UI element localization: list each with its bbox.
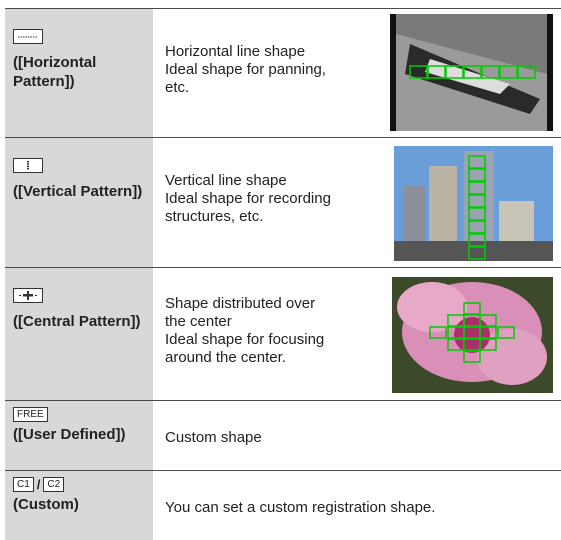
description-line: Custom shape [165, 429, 262, 446]
mode-icon: C1/C2 [13, 477, 65, 492]
description: Shape distributed over the center Ideal sh… [165, 295, 324, 367]
vertical-pattern-photo [394, 146, 553, 261]
icon-separator: / [36, 477, 41, 492]
icon-text: C1 [13, 477, 34, 492]
mode-label: (Custom) [13, 496, 79, 513]
description-line: Ideal shape for recording [165, 190, 331, 207]
icon-text: C2 [43, 477, 65, 492]
horizontal-pattern-photo [390, 14, 553, 131]
table-row: C1/C2 (Custom) You can set a custom regist… [5, 470, 561, 540]
table-row: ([Vertical Pattern]) Vertical line shape I… [5, 137, 561, 267]
mode-icon [13, 29, 43, 44]
description: You can set a custom registration shape. [165, 499, 435, 517]
description-line: etc. [165, 78, 190, 96]
description-line: structures, etc. [165, 208, 264, 225]
description-line: Vertical line shape [165, 172, 287, 189]
table-row: ([Horizontal Pattern]) Horizontal line sh… [5, 8, 561, 137]
mode-icon [13, 288, 43, 303]
mode-label: ([Horizontal Pattern]) [13, 54, 97, 90]
description: Custom shape [165, 429, 262, 447]
description-line: Ideal shape for focusing [165, 330, 325, 348]
description-line: Horizontal line shape [165, 42, 306, 60]
mode-icon [13, 158, 43, 173]
mode-label: ([Vertical Pattern]) [13, 183, 143, 200]
description: Horizontal line shape Ideal shape for pan… [165, 43, 326, 97]
icon-text: FREE [13, 407, 48, 422]
description-line: around the center. [165, 348, 286, 366]
description-line: Shape distributed over [165, 294, 316, 312]
description-line: You can set a custom registration shape. [165, 499, 436, 516]
central-pattern-photo [392, 277, 553, 393]
mode-label: ([Central Pattern]) [13, 313, 141, 330]
mode-label: ([User Defined]) [13, 426, 126, 443]
description: Vertical line shape Ideal shape for recor… [165, 172, 331, 226]
mode-icon: FREE [13, 407, 48, 422]
description-line: the center [165, 312, 232, 330]
table-row: FREE ([User Defined]) Custom shape [5, 400, 561, 470]
table-row: ([Central Pattern]) Shape distributed ove… [5, 267, 561, 400]
description-line: Ideal shape for panning, [165, 60, 326, 78]
